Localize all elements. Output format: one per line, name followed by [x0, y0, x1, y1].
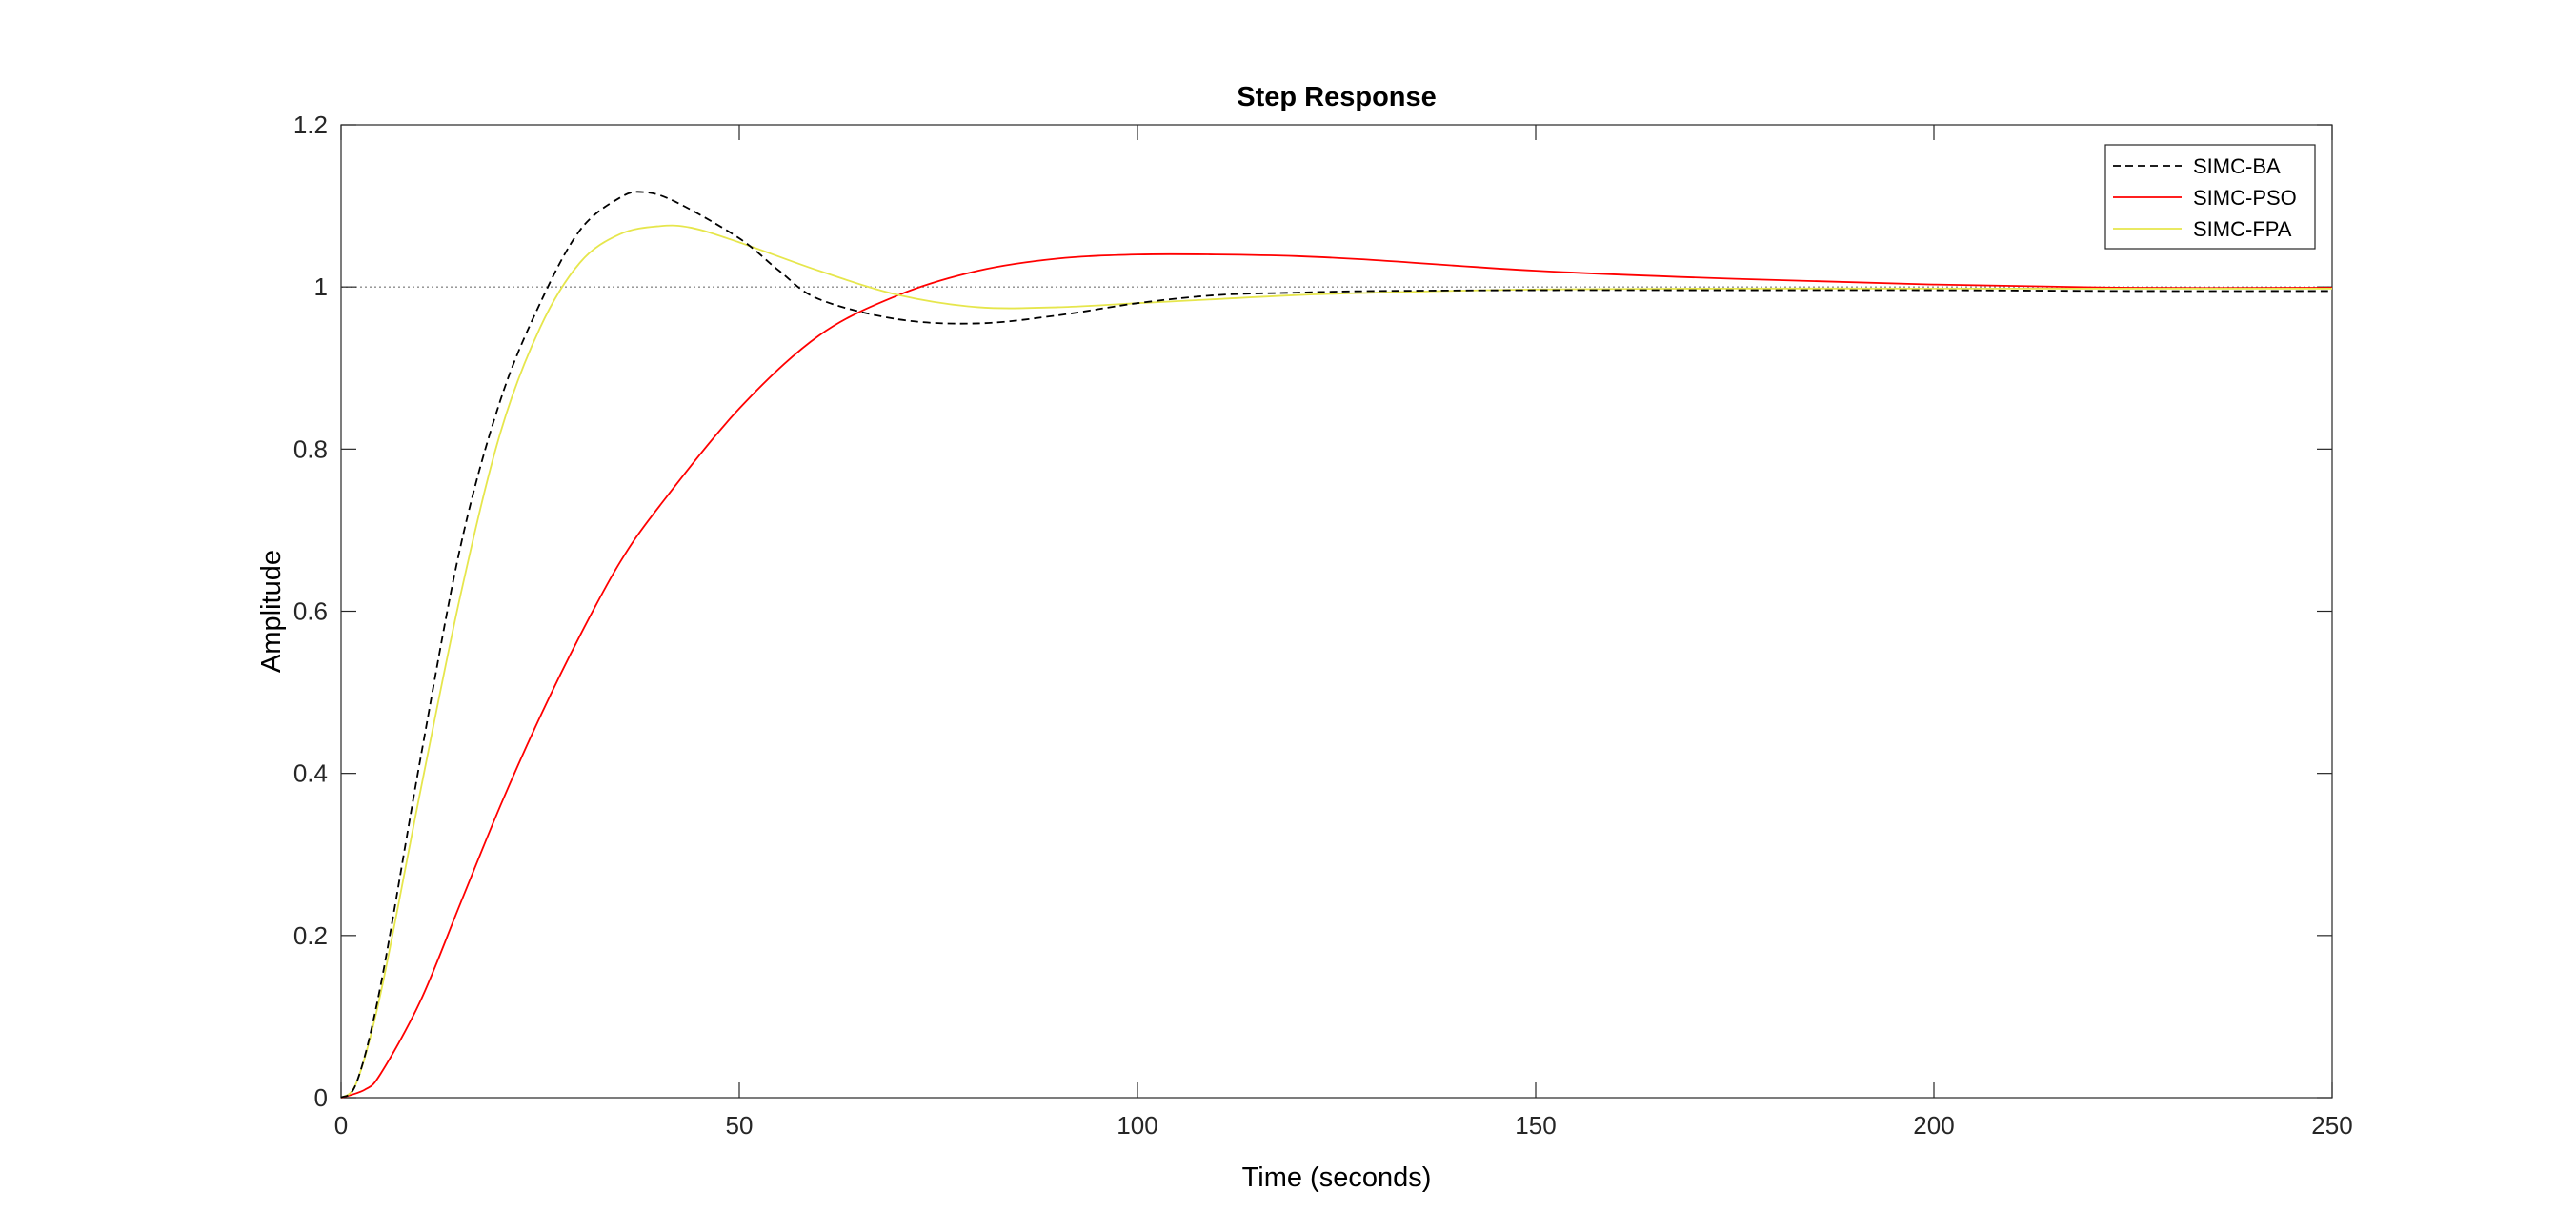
- legend-label-simc-ba: SIMC-BA: [2193, 154, 2281, 178]
- x-tick-label: 200: [1913, 1111, 1954, 1140]
- x-axis-label: Time (seconds): [1242, 1162, 1432, 1193]
- x-tick-label: 150: [1515, 1111, 1556, 1140]
- y-tick-label: 0.6: [293, 597, 328, 626]
- series-line-simc-pso: [340, 252, 2333, 1099]
- y-tick-label: 1: [314, 273, 328, 301]
- x-tick-label: 0: [334, 1111, 348, 1140]
- x-tick-label: 100: [1117, 1111, 1157, 1140]
- y-tick-label: 0.8: [293, 434, 328, 463]
- series-line-simc-ba: [340, 191, 2333, 1099]
- y-tick-label: 1.2: [293, 111, 328, 139]
- y-tick-label: 0.2: [293, 921, 328, 950]
- y-axis-label: Amplitude: [256, 550, 287, 673]
- axes-box: [340, 124, 2333, 1099]
- chart-title: Step Response: [1237, 82, 1437, 112]
- x-tick-label: 50: [726, 1111, 754, 1140]
- legend-label-simc-fpa: SIMC-FPA: [2193, 217, 2292, 241]
- legend-label-simc-pso: SIMC-PSO: [2193, 186, 2297, 210]
- series-line-simc-fpa: [340, 224, 2332, 1099]
- y-tick-label: 0: [314, 1083, 328, 1112]
- y-tick-label: 0.4: [293, 759, 328, 788]
- x-tick-label: 250: [2311, 1111, 2352, 1140]
